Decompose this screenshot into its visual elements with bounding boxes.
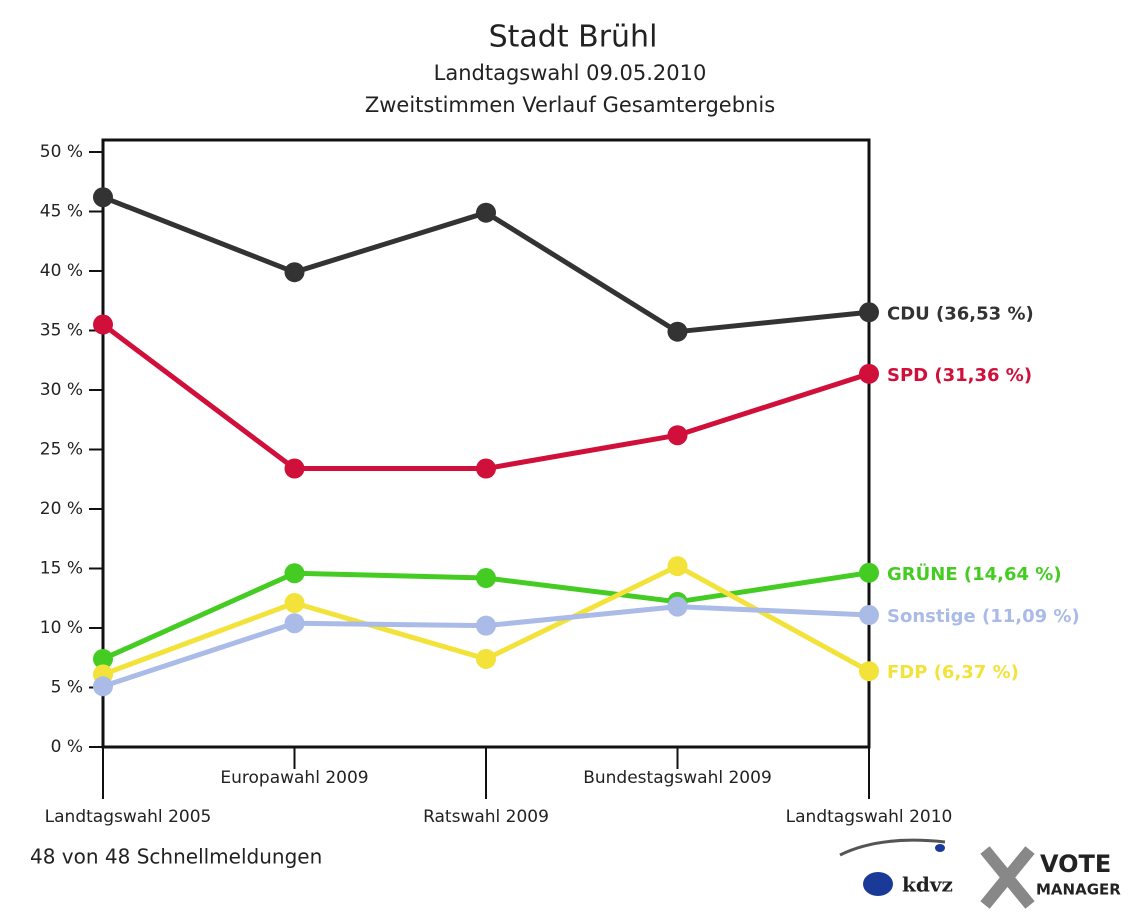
data-point: [667, 321, 688, 342]
logo-text: kdvz: [902, 873, 953, 897]
y-tick-label: 5 %: [51, 678, 83, 698]
data-point: [284, 563, 305, 584]
y-tick-label: 40 %: [40, 261, 83, 281]
x-tick-label: Landtagswahl 2010: [786, 807, 953, 827]
data-point: [476, 458, 496, 479]
y-tick-label: 35 %: [40, 321, 83, 341]
series-label: Sonstige (11,09 %): [887, 606, 1080, 627]
data-point: [859, 661, 879, 682]
y-tick-label: 20 %: [40, 499, 83, 519]
data-point: [859, 562, 879, 583]
data-point: [859, 363, 879, 384]
series-label: GRÜNE (14,64 %): [887, 563, 1062, 585]
data-point: [476, 568, 496, 589]
logo: kdvz VOTE MANAGER: [839, 838, 1121, 909]
x-tick-label: Ratswahl 2009: [423, 807, 549, 827]
logo-ball: [863, 872, 893, 896]
data-point: [284, 458, 305, 479]
chart-subtitle: Landtagswahl 09.05.2010: [434, 61, 707, 85]
logo-dot: [935, 844, 945, 852]
data-point: [859, 605, 879, 626]
data-point: [667, 425, 688, 446]
data-point: [93, 648, 113, 669]
y-tick-label: 30 %: [40, 380, 83, 400]
data-point: [284, 613, 305, 634]
logo-text: MANAGER: [1036, 881, 1121, 899]
y-tick-label: 50 %: [40, 142, 83, 162]
data-point: [476, 615, 496, 636]
y-tick-label: 25 %: [40, 440, 83, 460]
data-point: [667, 596, 688, 617]
data-point: [476, 202, 496, 223]
y-tick-label: 15 %: [40, 559, 83, 579]
chart-subtitle: Zweitstimmen Verlauf Gesamtergebnis: [365, 93, 775, 117]
data-point: [667, 556, 688, 577]
logo-x: [980, 846, 1035, 909]
y-tick-label: 10 %: [40, 618, 83, 638]
data-point: [859, 302, 879, 323]
data-point: [93, 676, 113, 697]
x-tick-label: Bundestagswahl 2009: [583, 768, 772, 788]
data-point: [93, 187, 113, 208]
series-label: SPD (31,36 %): [887, 365, 1032, 386]
series-label: CDU (36,53 %): [887, 303, 1034, 324]
data-point: [284, 593, 305, 614]
y-tick-label: 45 %: [40, 202, 83, 222]
y-tick-label: 0 %: [51, 737, 83, 757]
logo-swoosh: [839, 838, 946, 857]
chart-title: Stadt Brühl: [489, 20, 658, 55]
data-point: [284, 262, 305, 283]
series-label: FDP (6,37 %): [887, 662, 1019, 683]
logo-text: VOTE: [1040, 850, 1111, 878]
x-tick-label: Europawahl 2009: [220, 768, 368, 788]
data-point: [93, 314, 113, 335]
footer: 48 von 48 Schnellmeldungen: [30, 845, 322, 869]
data-point: [476, 648, 496, 669]
x-tick-label: Landtagswahl 2005: [45, 807, 212, 827]
